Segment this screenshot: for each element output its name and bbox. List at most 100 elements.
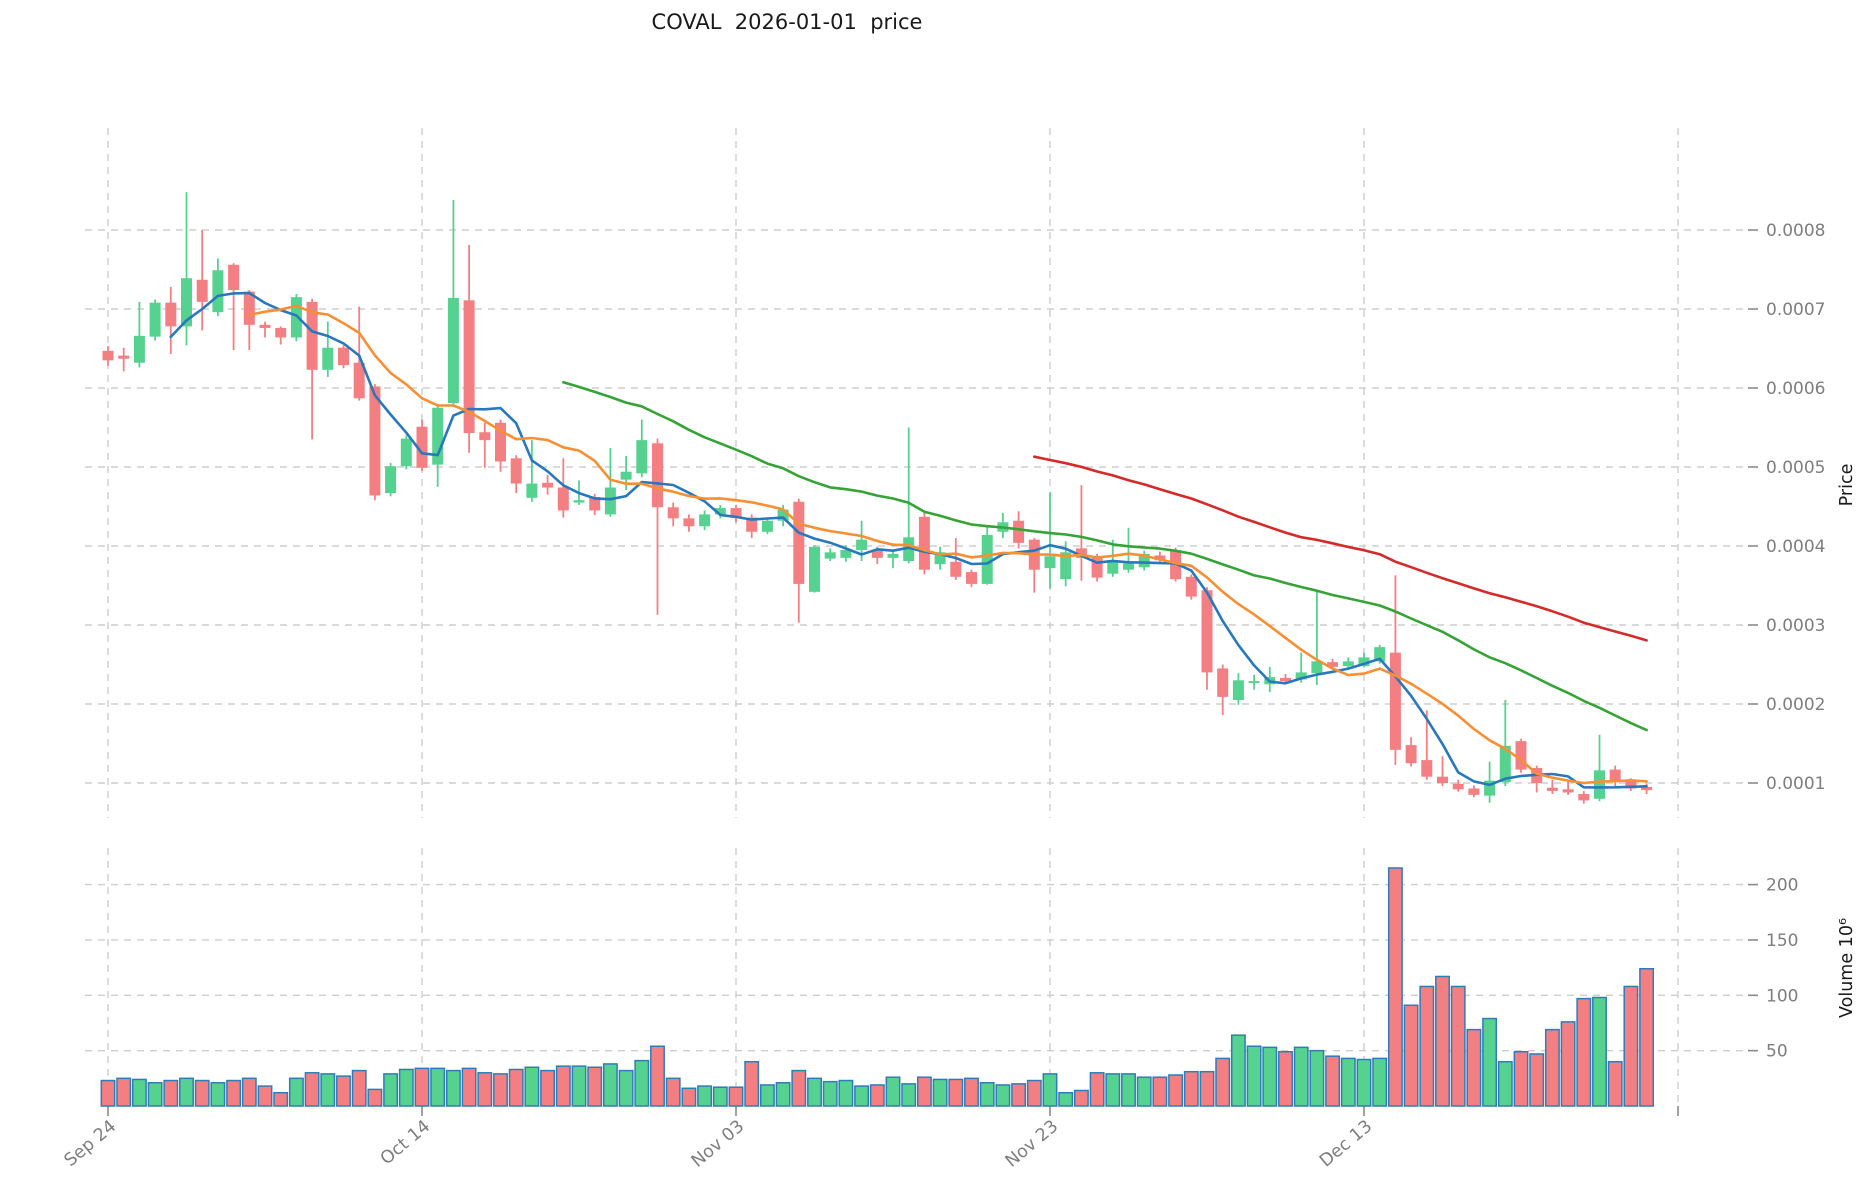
volume-bar	[822, 1080, 838, 1107]
volume-bar	[728, 1086, 744, 1107]
volume-bar	[508, 1068, 524, 1107]
volume-bar	[1199, 1070, 1215, 1107]
volume-bar	[383, 1073, 399, 1107]
candle-body	[1123, 563, 1134, 570]
candle-body	[589, 497, 601, 511]
candle-body	[1641, 786, 1653, 791]
candle-body	[714, 508, 726, 515]
candle-body	[1232, 680, 1244, 701]
candle-body	[1389, 652, 1401, 750]
candle-body	[746, 517, 758, 532]
chart-title: COVAL 2026-01-01 price	[651, 10, 923, 34]
candle-body	[1484, 780, 1496, 796]
volume-bar	[210, 1082, 226, 1107]
volume-bar	[1387, 867, 1403, 1107]
volume-bar	[1560, 1021, 1576, 1107]
candle-body	[259, 324, 271, 328]
candle-body	[416, 426, 428, 468]
volume-bar	[650, 1045, 665, 1107]
volume-bar	[273, 1091, 289, 1107]
volume-bar	[791, 1069, 807, 1107]
volume-bar	[697, 1085, 713, 1107]
volume-bar	[759, 1084, 775, 1107]
candle-body	[447, 297, 459, 404]
volume-bar	[587, 1066, 603, 1107]
volume-bar	[1309, 1049, 1325, 1107]
ma-line-60	[1033, 455, 1648, 642]
candle-body	[1075, 548, 1087, 558]
candle-body	[636, 440, 648, 474]
candle-body	[542, 482, 554, 488]
candle-body	[887, 553, 899, 558]
volume-bar	[524, 1066, 540, 1107]
volume-bar	[1639, 967, 1655, 1107]
volume-bar	[351, 1069, 367, 1107]
candle-body	[1358, 657, 1370, 667]
volume-bar	[1544, 1028, 1560, 1107]
candle-body	[1154, 555, 1166, 561]
volume-bar	[445, 1069, 461, 1107]
volume-bar	[775, 1082, 791, 1107]
volume-bar	[712, 1086, 728, 1107]
candle-body	[149, 302, 161, 337]
candle-body	[1280, 677, 1291, 682]
candle-body	[228, 264, 240, 291]
volume-bar	[1011, 1083, 1027, 1107]
candle-body	[181, 278, 192, 327]
volume-bar	[179, 1077, 194, 1107]
volume-bar	[1403, 1004, 1419, 1107]
volume-bar	[885, 1076, 901, 1107]
candle-body	[950, 561, 962, 577]
x-tick-label: Nov 03	[688, 1117, 748, 1172]
volume-bar	[571, 1065, 587, 1107]
candle-body	[1499, 745, 1511, 783]
candle-body	[432, 407, 444, 465]
volume-bar	[744, 1060, 760, 1107]
candle-body	[667, 507, 679, 519]
volume-tick-label: 100	[1766, 986, 1798, 1006]
candle-body	[1217, 668, 1229, 697]
volume-bar	[163, 1079, 179, 1107]
volume-bar	[1482, 1017, 1498, 1107]
volume-bar	[1136, 1076, 1152, 1107]
candle-body	[510, 458, 522, 484]
volume-bar	[681, 1087, 697, 1107]
candle-body	[824, 552, 836, 559]
candle-body	[683, 518, 695, 527]
volume-bar	[493, 1073, 508, 1107]
candle-body	[322, 347, 334, 370]
candle-body	[573, 500, 585, 503]
candle-body	[1295, 672, 1307, 680]
candle-body	[1342, 661, 1354, 667]
volume-bar	[241, 1077, 257, 1107]
volume-bar	[1262, 1046, 1278, 1107]
candle-body	[856, 539, 868, 550]
candle-body	[526, 483, 538, 498]
candle-body	[966, 572, 977, 584]
candle-body	[699, 514, 711, 527]
volume-tick-label: 50	[1766, 1042, 1788, 1062]
volume-bar	[964, 1077, 979, 1107]
volume-bar	[1419, 985, 1435, 1107]
volume-tick-label: 200	[1766, 876, 1798, 896]
volume-bar	[602, 1063, 618, 1107]
price-tick-label: 0.0001	[1766, 774, 1825, 794]
volume-bar	[461, 1067, 477, 1107]
volume-bar	[838, 1079, 854, 1107]
volume-bar	[1340, 1057, 1356, 1107]
candle-body	[1013, 520, 1025, 543]
candle-body	[871, 550, 883, 558]
volume-bar	[1356, 1058, 1372, 1107]
volume-bar	[854, 1085, 870, 1107]
candle-body	[1091, 557, 1103, 578]
candle-body	[918, 516, 930, 570]
volume-bar	[1592, 996, 1607, 1107]
candle-body	[369, 386, 381, 496]
x-tick-label: Dec 13	[1316, 1117, 1376, 1172]
candle-body	[1060, 552, 1072, 580]
candle-body	[400, 438, 412, 467]
price-tick-label: 0.0003	[1766, 616, 1825, 636]
candle-body	[1468, 788, 1480, 795]
candle-body	[1311, 661, 1323, 674]
